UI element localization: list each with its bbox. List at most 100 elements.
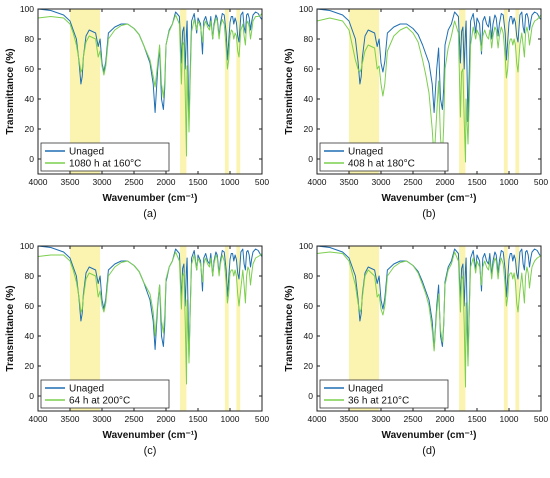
x-tick-label: 1500 (189, 177, 208, 187)
y-tick-label: 20 (25, 361, 35, 371)
x-tick-label: 3000 (372, 177, 391, 187)
x-tick-label: 2000 (157, 177, 176, 187)
highlight-band (459, 246, 466, 411)
plot-frame (37, 245, 263, 412)
x-tick-label: 4000 (29, 177, 48, 187)
y-tick-label: 20 (304, 361, 314, 371)
x-tick-label: 3500 (61, 177, 80, 187)
series-line-aged (37, 251, 263, 385)
panel-label: (b) (422, 208, 435, 220)
y-tick-label: 100 (20, 4, 34, 14)
panel-label: (c) (144, 445, 157, 457)
series-line-unaged (316, 8, 542, 122)
x-tick-label: 1000 (221, 177, 240, 187)
x-tick-label: 500 (534, 177, 548, 187)
y-tick-label: 80 (304, 34, 314, 44)
y-tick-label: 100 (299, 241, 313, 251)
highlight-band (224, 9, 229, 174)
legend-label: Unaged (69, 147, 104, 158)
x-tick-label: 4000 (29, 414, 48, 424)
highlight-band (180, 9, 187, 174)
y-tick-label: 60 (304, 64, 314, 74)
y-tick-label: 20 (304, 124, 314, 134)
highlight-band (503, 9, 508, 174)
x-tick-label: 500 (255, 177, 269, 187)
x-tick-label: 3000 (93, 414, 112, 424)
x-tick-label: 1500 (468, 177, 487, 187)
legend-box (319, 379, 449, 409)
y-tick-label: 20 (25, 124, 35, 134)
legend-box (40, 142, 170, 172)
x-tick-label: 3500 (340, 414, 359, 424)
x-tick-label: 1000 (500, 177, 519, 187)
x-tick-label: 3500 (61, 414, 80, 424)
y-tick-label: 80 (25, 34, 35, 44)
x-tick-label: 1000 (221, 414, 240, 424)
x-tick-label: 4000 (308, 177, 327, 187)
x-axis-label: Wavenumber (cm⁻¹) (382, 193, 477, 204)
y-tick-label: 0 (29, 391, 34, 401)
y-tick-label: 100 (20, 241, 34, 251)
highlight-band (515, 9, 520, 174)
plot-frame (316, 245, 542, 412)
y-tick-label: 80 (25, 271, 35, 281)
legend-label: Unaged (348, 384, 383, 395)
panel-label: (d) (422, 445, 435, 457)
y-tick-label: 40 (304, 94, 314, 104)
highlight-band (515, 246, 520, 411)
y-axis-label: Transmittance (%) (5, 285, 16, 371)
chart-panel-2: 4000 3500 3000 2500 2000 1500 1000 500 0 20 40 60 80… (284, 4, 548, 220)
legend-label: Unaged (69, 384, 104, 395)
x-tick-label: 2500 (125, 414, 144, 424)
y-tick-label: 40 (25, 331, 35, 341)
y-tick-label: 40 (25, 94, 35, 104)
x-tick-label: 2500 (404, 177, 423, 187)
y-tick-label: 0 (308, 154, 313, 164)
x-axis-label: Wavenumber (cm⁻¹) (103, 193, 198, 204)
x-axis-label: Wavenumber (cm⁻¹) (382, 430, 477, 441)
x-tick-label: 1500 (468, 414, 487, 424)
legend-box (40, 379, 170, 409)
chart-panel-4: 4000 3500 3000 2500 2000 1500 1000 500 0 20 40 60 80… (284, 241, 548, 457)
x-tick-label: 3000 (372, 414, 391, 424)
legend-label: 1080 h at 160°C (69, 159, 141, 170)
x-tick-label: 1500 (189, 414, 208, 424)
series-line-aged (37, 13, 263, 157)
legend-box (319, 142, 449, 172)
x-tick-label: 2000 (157, 414, 176, 424)
legend-label: 36 h at 210°C (348, 396, 409, 407)
highlight-band (503, 246, 508, 411)
legend-label: 64 h at 200°C (69, 396, 130, 407)
x-tick-label: 2000 (436, 414, 455, 424)
panel-label: (a) (143, 208, 156, 220)
y-axis-label: Transmittance (%) (284, 48, 295, 134)
x-tick-label: 4000 (308, 414, 327, 424)
plot-frame (316, 8, 542, 175)
highlight-band (236, 246, 241, 411)
x-tick-label: 2500 (404, 414, 423, 424)
x-tick-label: 500 (534, 414, 548, 424)
highlight-band (459, 9, 466, 174)
y-tick-label: 0 (29, 154, 34, 164)
y-tick-label: 100 (299, 4, 313, 14)
y-axis-label: Transmittance (%) (5, 48, 16, 134)
x-tick-label: 3000 (93, 177, 112, 187)
highlight-band (236, 9, 241, 174)
y-tick-label: 60 (25, 301, 35, 311)
chart-panel-3: 4000 3500 3000 2500 2000 1500 1000 500 0 20 40 60 80… (5, 241, 269, 457)
plot-frame (37, 8, 263, 175)
y-tick-label: 60 (25, 64, 35, 74)
x-tick-label: 2500 (125, 177, 144, 187)
y-tick-label: 60 (304, 301, 314, 311)
y-tick-label: 80 (304, 271, 314, 281)
x-tick-label: 500 (255, 414, 269, 424)
x-tick-label: 1000 (500, 414, 519, 424)
y-tick-label: 0 (308, 391, 313, 401)
x-tick-label: 3500 (340, 177, 359, 187)
legend-label: 408 h at 180°C (348, 159, 415, 170)
x-tick-label: 2000 (436, 177, 455, 187)
